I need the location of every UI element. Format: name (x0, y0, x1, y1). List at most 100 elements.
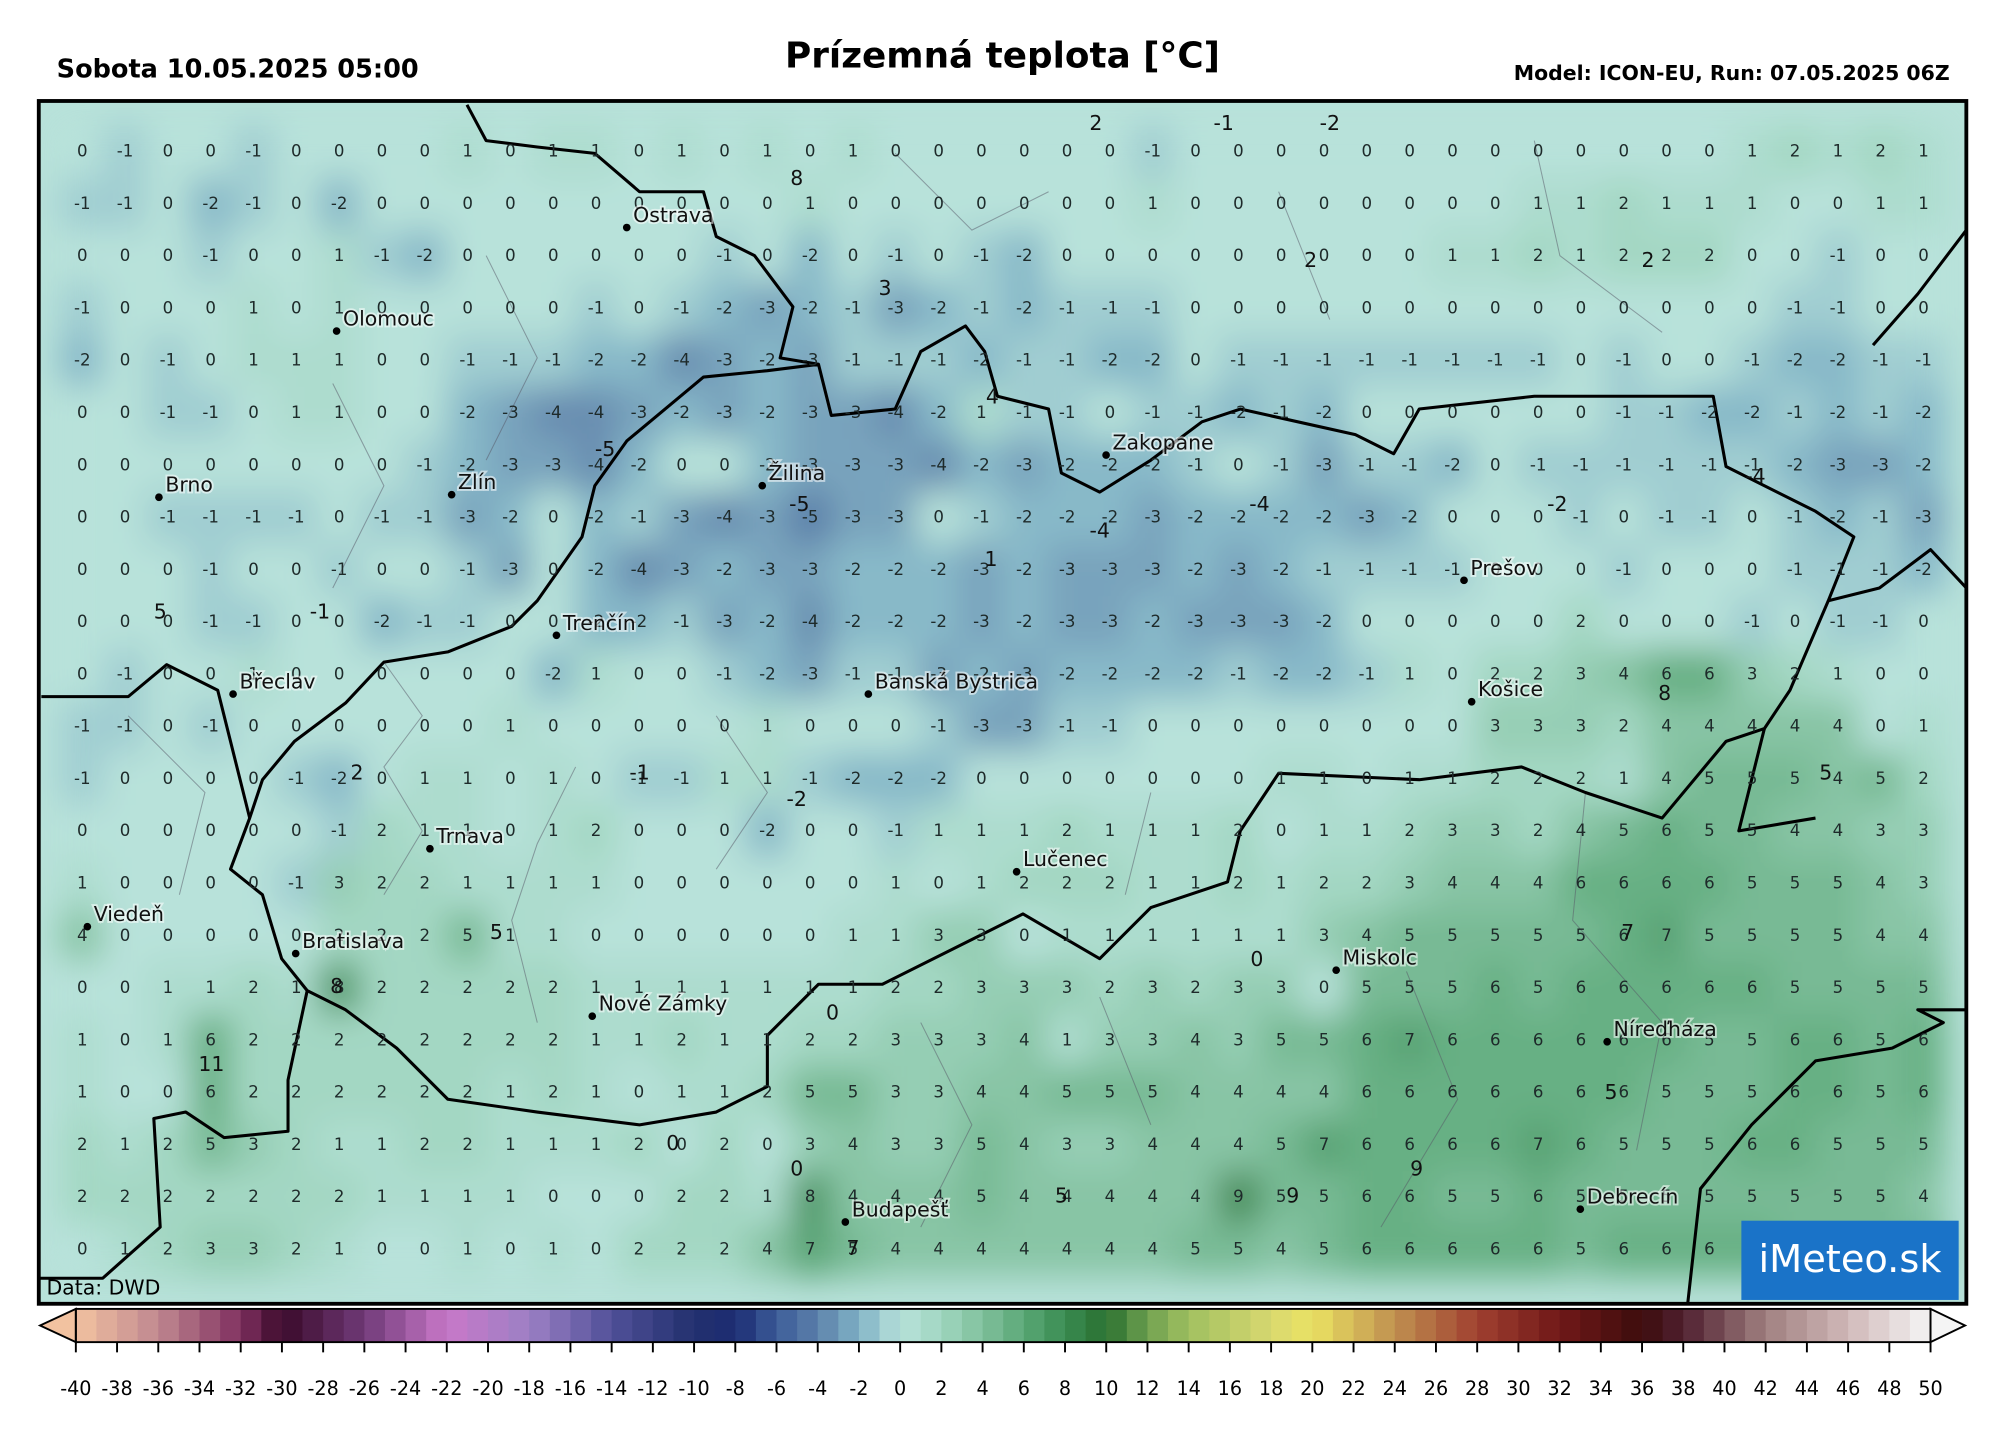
field-cell (1430, 334, 1475, 389)
grid-value: 0 (462, 717, 473, 736)
field-cell (1816, 909, 1861, 964)
grid-value: -1 (1530, 351, 1547, 370)
grid-value: 4 (1319, 1083, 1330, 1102)
colorbar-segment (714, 1308, 736, 1343)
field-cell (1216, 1170, 1261, 1225)
field-cell (1687, 334, 1732, 389)
grid-value: 0 (1704, 612, 1715, 631)
field-cell (1644, 700, 1689, 755)
field-cell (1473, 752, 1518, 807)
field-cell (1773, 909, 1818, 964)
field-cell (146, 543, 191, 598)
field-cell (1045, 1066, 1090, 1120)
grid-value: 2 (377, 978, 388, 997)
colorbar-tick-label: -24 (390, 1377, 421, 1400)
grid-value: 0 (1276, 246, 1287, 265)
grid-value: -2 (1016, 560, 1033, 579)
grid-value: 1 (548, 1135, 559, 1154)
field-cell (445, 595, 490, 650)
field-cell (1088, 1223, 1133, 1277)
colorbar-tick-label: 20 (1300, 1377, 1324, 1400)
field-cell (1901, 334, 1946, 389)
grid-value: 0 (1190, 194, 1201, 213)
grid-value: 5 (1918, 978, 1929, 997)
colorbar-segment (1477, 1308, 1499, 1343)
field-cell (1216, 961, 1261, 1016)
field-cell (360, 1170, 405, 1225)
grid-value: 1 (976, 874, 987, 893)
grid-value: -2 (888, 769, 905, 788)
colorbar-segment (961, 1308, 983, 1343)
grid-value: 4 (891, 1239, 902, 1258)
grid-value: -3 (930, 664, 947, 683)
field-cell (916, 752, 962, 807)
field-cell (1473, 595, 1518, 650)
grid-value: 0 (120, 769, 131, 788)
grid-value: -1 (1059, 403, 1076, 422)
field-cell (146, 1170, 191, 1225)
field-cell (1259, 177, 1304, 232)
grid-value: -2 (1273, 560, 1290, 579)
field-cell (702, 857, 747, 911)
grid-value: 0 (77, 978, 88, 997)
grid-value: 1 (1576, 246, 1587, 265)
grid-value: 0 (676, 926, 687, 945)
grid-value: -2 (802, 246, 819, 265)
field-cell (788, 229, 833, 284)
field-cell (1473, 125, 1518, 179)
field-cell (1131, 700, 1176, 755)
colorbar-segment (1909, 1308, 1931, 1343)
grid-value: 1 (420, 821, 431, 840)
field-cell (702, 1066, 747, 1120)
grid-value: 2 (1533, 821, 1544, 840)
field-cell (317, 334, 362, 389)
grid-value: 7 (1319, 1135, 1330, 1154)
field-cell (531, 334, 576, 389)
field-cell (1259, 229, 1304, 284)
grid-value: -2 (631, 351, 648, 370)
field-cell (360, 386, 405, 441)
date-label: Sobota 10.05.2025 05:00 (57, 54, 419, 84)
grid-value: 1 (291, 351, 302, 370)
field-cell (188, 438, 234, 493)
field-cell (1858, 857, 1904, 911)
colorbar-tick-label: 22 (1341, 1377, 1365, 1400)
grid-value: 1 (1276, 926, 1287, 945)
colorbar-segment (1435, 1308, 1457, 1343)
grid-value: -1 (1401, 455, 1418, 474)
colorbar-segment (220, 1308, 242, 1343)
field-cell (1002, 1066, 1047, 1120)
field-cell (1602, 961, 1647, 1016)
field-cell (1730, 386, 1775, 441)
colorbar-tick-label: 16 (1218, 1377, 1242, 1400)
colorbar-tick-label: -4 (808, 1377, 827, 1400)
field-cell (1473, 909, 1518, 964)
field-cell (1858, 386, 1904, 441)
extremum-label: 0 (790, 1157, 803, 1181)
grid-value: 0 (548, 246, 559, 265)
field-cell (103, 543, 148, 598)
field-cell (60, 700, 105, 755)
field-cell (1216, 177, 1261, 232)
city-label: Miskolc (1343, 946, 1417, 970)
field-cell (1901, 543, 1946, 598)
colorbar-segment (1415, 1308, 1437, 1343)
field-cell (146, 804, 191, 859)
field-cell (916, 857, 962, 911)
grid-value: 0 (848, 717, 859, 736)
grid-value: 7 (1533, 1135, 1544, 1154)
grid-value: 0 (1019, 194, 1030, 213)
field-cell (959, 177, 1004, 232)
field-cell (1173, 1170, 1218, 1225)
field-cell (788, 1066, 833, 1120)
colorbar-segment (858, 1308, 880, 1343)
grid-value: 4 (1875, 874, 1886, 893)
field-cell (1430, 438, 1475, 493)
grid-value: -1 (845, 664, 862, 683)
field-cell (959, 491, 1004, 545)
grid-value: 1 (505, 874, 516, 893)
grid-value: 0 (634, 821, 645, 840)
grid-value: 1 (1404, 664, 1415, 683)
field-cell (1259, 282, 1304, 336)
grid-value: 0 (1447, 298, 1458, 317)
